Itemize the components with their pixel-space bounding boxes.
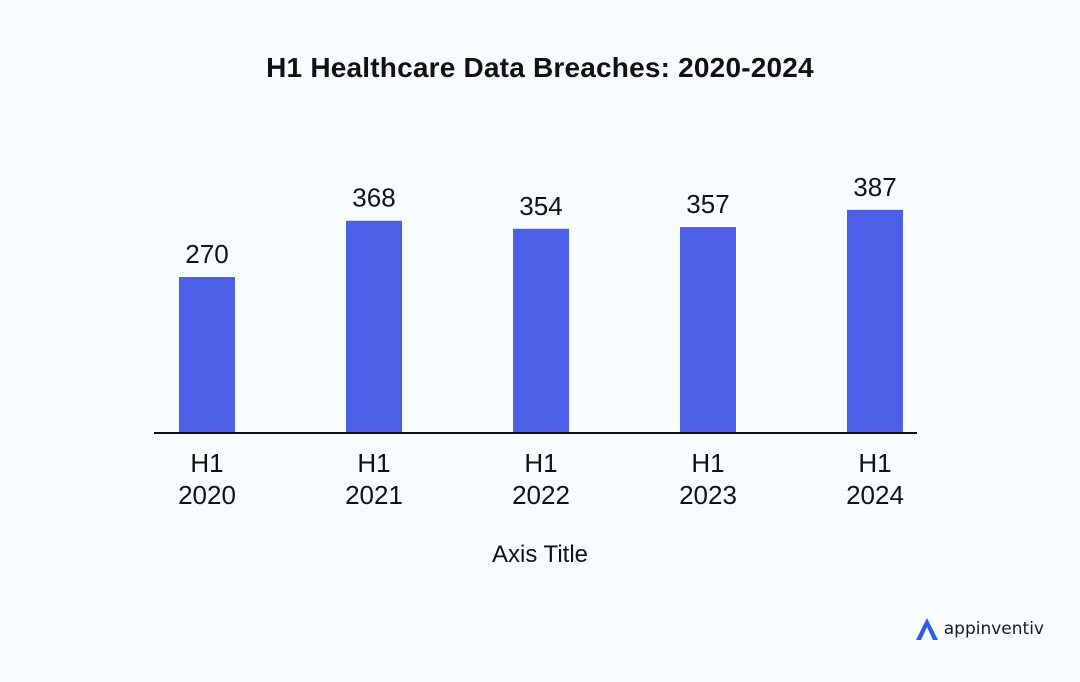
x-axis-title: Axis Title	[491, 541, 589, 568]
bar-H1-2023	[680, 227, 736, 432]
data-label: 354	[519, 191, 562, 221]
data-label: 387	[853, 172, 896, 202]
chart-title: H1 Healthcare Data Breaches: 2020-2024	[266, 52, 814, 83]
bar-H1-2024	[847, 209, 903, 432]
bar-H1-2021	[346, 220, 402, 432]
brand-logo: appinventiv	[914, 616, 1044, 642]
x-tick-label-period: H1	[524, 448, 557, 478]
x-tick-label-period: H1	[190, 448, 223, 478]
x-tick-label-period: H1	[357, 448, 390, 478]
x-tick-label-year: 2020	[178, 480, 236, 510]
x-tick-label-year: 2021	[345, 480, 403, 510]
brand-name: appinventiv	[943, 619, 1044, 639]
x-tick-label-year: 2024	[846, 480, 904, 510]
appinventiv-logo-icon	[915, 618, 938, 640]
x-tick-label-year: 2023	[679, 480, 737, 510]
data-labels-group: 270 368 354 357 387	[185, 172, 896, 269]
data-label: 368	[352, 183, 395, 213]
bar-H1-2022	[513, 228, 569, 432]
x-tick-label-period: H1	[858, 448, 891, 478]
x-tick-label-period: H1	[691, 448, 724, 478]
data-label: 270	[185, 239, 228, 269]
bars-group	[179, 209, 903, 432]
data-label: 357	[686, 189, 729, 219]
x-tick-label-year: 2022	[512, 480, 570, 510]
bar-H1-2020	[179, 277, 235, 432]
